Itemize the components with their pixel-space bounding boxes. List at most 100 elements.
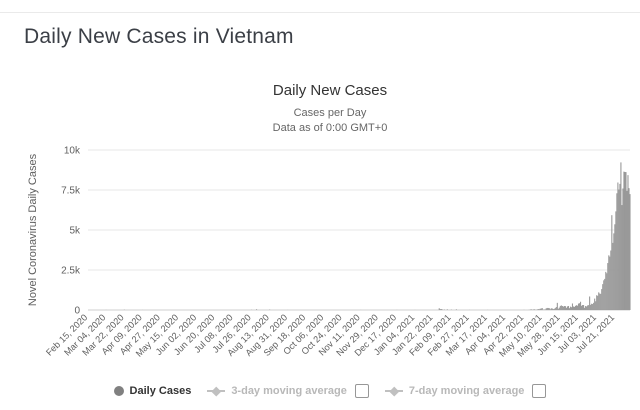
daily-cases-bar[interactable] <box>537 309 539 310</box>
daily-cases-bar[interactable] <box>589 296 591 310</box>
daily-cases-bar[interactable] <box>600 293 602 310</box>
daily-cases-bar[interactable] <box>563 305 565 310</box>
daily-cases-bar[interactable] <box>550 308 552 310</box>
daily-cases-bar[interactable] <box>574 305 577 310</box>
daily-cases-bar[interactable] <box>446 309 448 310</box>
daily-cases-bar[interactable] <box>576 305 579 310</box>
daily-cases-bar[interactable] <box>611 215 613 310</box>
daily-cases-bar[interactable] <box>551 308 553 310</box>
daily-cases-bar[interactable] <box>591 303 593 310</box>
daily-cases-bar[interactable] <box>541 308 543 310</box>
daily-cases-bar[interactable] <box>566 306 568 310</box>
daily-cases-bar[interactable] <box>618 189 620 310</box>
daily-cases-bar[interactable] <box>565 307 567 310</box>
daily-cases-bar[interactable] <box>602 284 604 310</box>
legend-item-daily-cases[interactable]: Daily Cases <box>113 385 192 397</box>
daily-cases-bar[interactable] <box>623 171 625 310</box>
daily-cases-bar[interactable] <box>557 308 559 310</box>
daily-cases-bar[interactable] <box>608 255 610 310</box>
daily-cases-bar[interactable] <box>575 305 578 310</box>
daily-cases-bar[interactable] <box>555 307 557 310</box>
daily-cases-bar[interactable] <box>607 263 609 310</box>
daily-cases-bar[interactable] <box>598 292 600 310</box>
legend-item-7day-average[interactable]: 7-day moving average <box>384 384 547 398</box>
legend-label-3day-average[interactable]: 3-day moving average <box>231 385 347 397</box>
daily-cases-bar[interactable] <box>621 205 623 310</box>
7day-average-checkbox[interactable] <box>532 384 547 398</box>
daily-cases-bar[interactable] <box>544 309 546 310</box>
daily-cases-bar[interactable] <box>570 307 573 310</box>
daily-cases-bar[interactable] <box>599 293 601 310</box>
daily-cases-bar[interactable] <box>596 295 598 310</box>
daily-cases-bar[interactable] <box>564 306 566 310</box>
daily-cases-bar[interactable] <box>586 306 588 310</box>
daily-cases-bar[interactable] <box>545 308 547 310</box>
daily-cases-bar[interactable] <box>455 309 457 310</box>
daily-cases-bar[interactable] <box>538 309 540 310</box>
daily-cases-bar[interactable] <box>617 182 619 310</box>
daily-cases-bar[interactable] <box>438 308 440 310</box>
daily-cases-bar[interactable] <box>573 306 576 310</box>
daily-cases-bar[interactable] <box>558 307 560 310</box>
daily-cases-bar[interactable] <box>559 305 561 310</box>
daily-cases-bar[interactable] <box>256 309 258 310</box>
daily-cases-bar[interactable] <box>581 305 583 310</box>
daily-cases-bar[interactable] <box>629 194 631 310</box>
daily-cases-bar[interactable] <box>588 305 590 310</box>
daily-cases-bar[interactable] <box>579 301 582 310</box>
daily-cases-bar[interactable] <box>569 306 572 310</box>
daily-cases-bar[interactable] <box>593 302 595 310</box>
daily-cases-bar[interactable] <box>567 305 569 310</box>
daily-cases-bar[interactable] <box>543 309 545 310</box>
daily-cases-bar[interactable] <box>540 308 542 310</box>
daily-cases-bar[interactable] <box>578 303 581 310</box>
daily-cases-bar[interactable] <box>605 271 607 310</box>
daily-cases-bar[interactable] <box>585 306 587 310</box>
daily-cases-bar[interactable] <box>561 305 563 310</box>
daily-cases-bar[interactable] <box>614 224 616 310</box>
daily-cases-bar[interactable] <box>625 172 627 310</box>
daily-cases-bar[interactable] <box>626 190 628 310</box>
daily-cases-bar[interactable] <box>628 188 630 310</box>
daily-cases-bar[interactable] <box>549 309 551 310</box>
daily-cases-bar[interactable] <box>439 309 441 310</box>
daily-cases-bar[interactable] <box>592 304 594 310</box>
daily-cases-bar[interactable] <box>622 188 624 310</box>
daily-cases-bar[interactable] <box>603 280 605 310</box>
daily-cases-bar[interactable] <box>546 307 548 310</box>
daily-cases-bar[interactable] <box>562 306 564 310</box>
daily-cases-bar[interactable] <box>616 193 618 310</box>
daily-cases-bar[interactable] <box>590 304 592 310</box>
daily-cases-bar[interactable] <box>440 309 442 310</box>
daily-cases-bar[interactable] <box>587 305 589 310</box>
daily-cases-bar[interactable] <box>571 303 574 310</box>
daily-cases-bar[interactable] <box>620 162 622 310</box>
daily-cases-bar[interactable] <box>577 303 580 310</box>
daily-cases-bar[interactable] <box>553 308 555 310</box>
daily-cases-bar[interactable] <box>610 250 612 310</box>
daily-cases-bar[interactable] <box>606 273 608 310</box>
daily-cases-bar[interactable] <box>539 308 541 310</box>
daily-cases-bar[interactable] <box>627 175 629 310</box>
daily-cases-bar[interactable] <box>609 256 611 310</box>
daily-cases-bar[interactable] <box>613 233 615 310</box>
daily-cases-bar[interactable] <box>552 309 554 310</box>
daily-cases-bar[interactable] <box>594 298 596 310</box>
daily-cases-bar[interactable] <box>441 309 443 310</box>
daily-cases-bar[interactable] <box>547 307 549 310</box>
daily-cases-bar[interactable] <box>554 308 556 310</box>
legend-label-7day-average[interactable]: 7-day moving average <box>408 385 525 397</box>
daily-cases-bar[interactable] <box>583 305 585 310</box>
daily-cases-bar[interactable] <box>595 301 597 310</box>
daily-cases-bar[interactable] <box>619 183 621 310</box>
daily-cases-bar[interactable] <box>556 302 558 310</box>
legend-item-3day-average[interactable]: 3-day moving average <box>207 384 369 398</box>
daily-cases-bar[interactable] <box>584 307 586 310</box>
daily-cases-bar[interactable] <box>530 309 532 310</box>
daily-cases-bar[interactable] <box>548 308 550 310</box>
daily-cases-bar[interactable] <box>612 242 614 310</box>
legend-label-daily-cases[interactable]: Daily Cases <box>129 385 192 397</box>
daily-cases-bar[interactable] <box>533 309 535 310</box>
daily-cases-bar[interactable] <box>624 172 626 310</box>
